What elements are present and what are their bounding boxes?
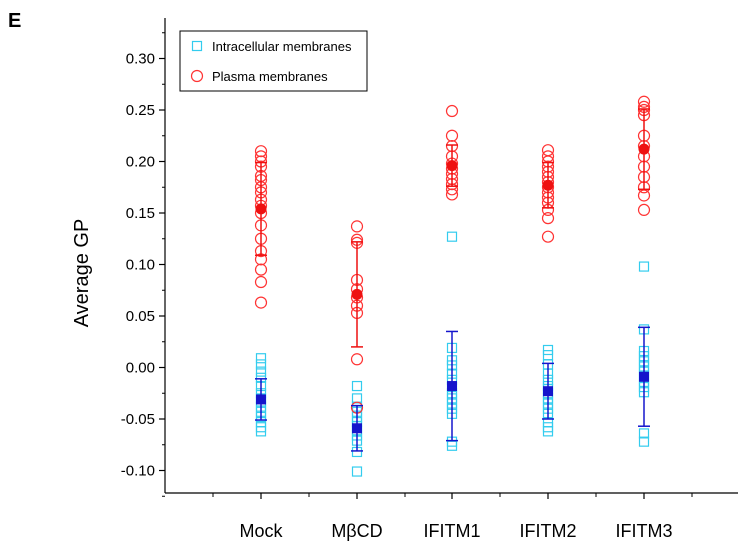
plasma-point — [541, 230, 555, 243]
plasma-point — [637, 95, 651, 108]
x-category-label: IFITM1 — [424, 521, 481, 541]
intracellular-point — [255, 366, 267, 377]
plasma-mean — [351, 288, 363, 300]
x-category-label: IFITM2 — [520, 521, 577, 541]
plasma-mean — [255, 203, 267, 215]
intracellular-point — [542, 422, 554, 433]
intracellular-point — [542, 344, 554, 356]
plasma-point — [445, 188, 459, 201]
plasma-point — [254, 275, 268, 289]
data-marks — [254, 95, 651, 477]
intracellular-mean — [639, 371, 649, 382]
y-tick-label: 0.30 — [126, 51, 155, 68]
intracellular-mean — [447, 381, 457, 392]
intracellular-mean — [352, 423, 362, 434]
legend: Intracellular membranes Plasma membranes — [179, 30, 368, 92]
y-tick-label: 0.05 — [126, 308, 155, 325]
intracellular-point — [638, 261, 650, 272]
intracellular-point — [351, 466, 363, 477]
intracellular-point — [638, 436, 650, 447]
y-tick-label: -0.05 — [121, 411, 155, 428]
plasma-mean — [638, 143, 650, 155]
legend-square-icon — [191, 40, 203, 52]
plasma-point — [254, 263, 268, 276]
intracellular-point — [638, 428, 650, 439]
panel-label: E — [8, 10, 22, 32]
plasma-point — [445, 129, 459, 142]
intracellular-point — [255, 359, 267, 370]
plasma-point — [637, 203, 651, 217]
intracellular-mean — [256, 394, 266, 405]
intracellular-mean — [543, 386, 553, 397]
axes: -0.10 -0.05 0.00 0.05 0.10 0.15 0.20 0.25 0.30 Mo… — [121, 18, 738, 541]
legend-label: Plasma membranes — [212, 69, 328, 84]
intracellular-point — [446, 231, 458, 242]
x-category-label: IFITM3 — [616, 521, 673, 541]
y-tick-label: 0.15 — [126, 205, 155, 222]
intracellular-point — [255, 422, 267, 433]
y-tick-label: 0.00 — [126, 360, 155, 377]
plasma-point — [350, 353, 364, 366]
y-tick-label: -0.10 — [121, 463, 155, 480]
intracellular-point — [351, 393, 363, 404]
y-axis-title: Average GP — [71, 219, 93, 328]
plasma-point — [541, 144, 555, 157]
plasma-mean — [446, 160, 458, 172]
x-category-label: Mock — [239, 521, 283, 541]
plasma-point — [254, 145, 268, 158]
intracellular-point — [255, 353, 267, 364]
legend-label: Intracellular membranes — [212, 39, 352, 54]
plasma-mean — [542, 179, 554, 191]
intracellular-point — [542, 350, 554, 361]
intracellular-point — [351, 380, 363, 392]
legend-circle-icon — [190, 69, 204, 83]
plasma-point — [254, 296, 268, 309]
x-category-label: MβCD — [331, 521, 382, 541]
y-tick-label: 0.20 — [126, 154, 155, 171]
y-tick-label: 0.25 — [126, 102, 155, 119]
y-tick-label: 0.10 — [126, 257, 155, 274]
legend-box — [179, 30, 368, 92]
plasma-point — [445, 104, 459, 118]
plasma-point — [541, 212, 555, 225]
plasma-point — [350, 220, 364, 233]
